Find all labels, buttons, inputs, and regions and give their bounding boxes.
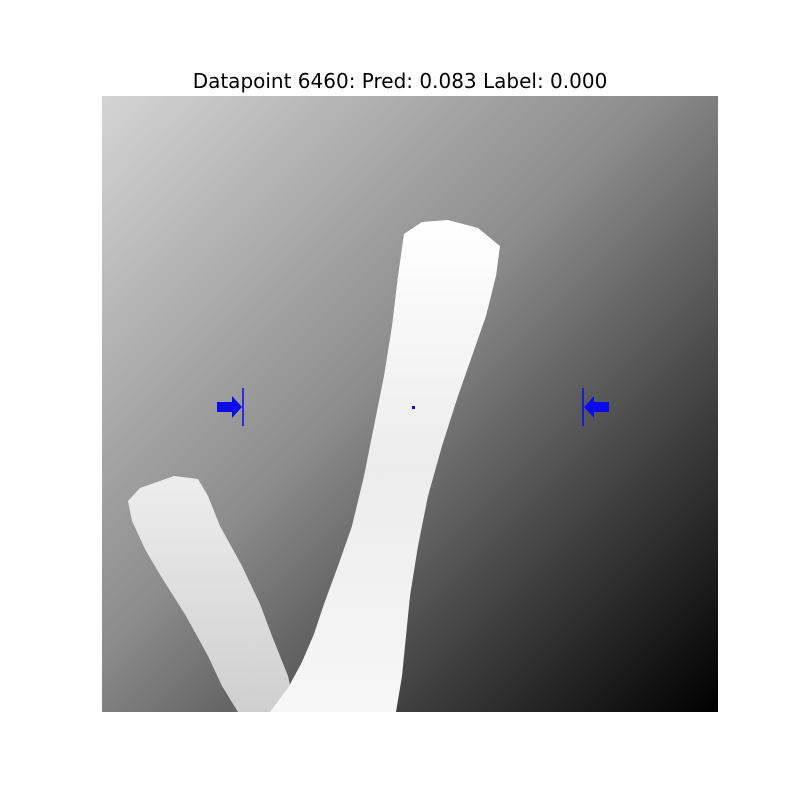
large-finger [270,220,500,712]
small-finger [128,476,296,712]
depth-image-canvas [102,96,718,712]
center-point [412,406,415,409]
right-arrow-marker [582,388,609,426]
figure-title: Datapoint 6460: Pred: 0.083 Label: 0.000 [192,69,608,93]
depth-image [102,96,718,712]
left-arrow-marker [217,388,244,426]
